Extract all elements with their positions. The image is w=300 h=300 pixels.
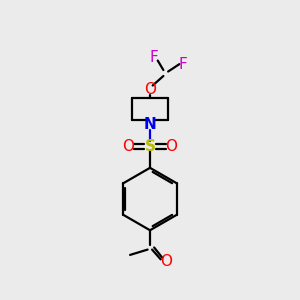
Text: N: N	[144, 117, 156, 132]
Text: S: S	[145, 139, 155, 154]
Text: O: O	[165, 139, 177, 154]
Text: O: O	[160, 254, 172, 269]
Text: O: O	[144, 82, 156, 97]
Text: F: F	[150, 50, 158, 65]
Text: F: F	[179, 57, 188, 72]
Text: O: O	[123, 139, 135, 154]
